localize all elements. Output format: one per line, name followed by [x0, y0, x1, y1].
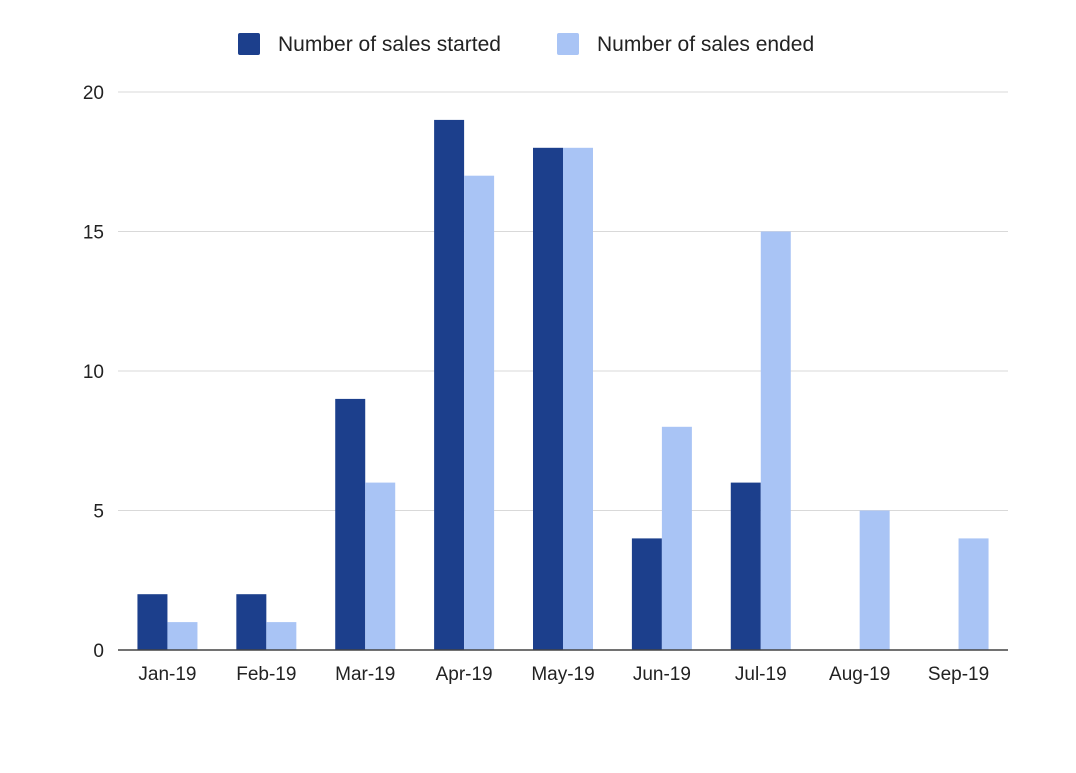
bar-started — [434, 119, 465, 650]
bar-ended — [859, 510, 890, 650]
x-tick-label: Jan-19 — [138, 664, 196, 685]
y-tick-label: 20 — [83, 83, 104, 104]
bar-ended — [266, 622, 297, 650]
bars — [137, 119, 989, 651]
bar-ended — [167, 622, 198, 650]
x-tick-label: May-19 — [531, 664, 594, 685]
x-tick-label: Mar-19 — [335, 664, 395, 685]
legend-swatch-ended — [557, 33, 579, 55]
x-tick-label: Jun-19 — [633, 664, 691, 685]
x-tick-label: Sep-19 — [928, 664, 989, 685]
y-tick-label: 15 — [83, 223, 104, 244]
x-tick-label: Aug-19 — [829, 664, 890, 685]
bar-started — [137, 594, 168, 650]
bar-started — [631, 538, 662, 650]
bar-ended — [760, 231, 791, 650]
x-tick-label: Feb-19 — [236, 664, 296, 685]
y-tick-label: 10 — [83, 362, 104, 383]
bar-ended — [464, 175, 495, 650]
bar-started — [730, 482, 761, 650]
bar-started — [533, 147, 563, 651]
bar-ended — [958, 538, 989, 650]
legend-label-started: Number of sales started — [278, 33, 501, 56]
y-axis-ticks: 0 5 10 15 20 — [83, 83, 104, 662]
bar-started — [335, 398, 366, 650]
legend-label-ended: Number of sales ended — [597, 33, 814, 56]
y-tick-label: 0 — [93, 641, 104, 662]
bar-ended — [365, 482, 396, 650]
x-tick-label: Apr-19 — [436, 664, 493, 685]
x-tick-label: Jul-19 — [735, 664, 787, 685]
y-tick-label: 5 — [93, 502, 104, 523]
bar-started — [236, 594, 267, 650]
legend-swatch-started — [238, 33, 260, 55]
bar-ended — [661, 426, 692, 650]
legend: Number of sales started Number of sales … — [238, 33, 814, 56]
bar-ended — [563, 147, 593, 651]
x-axis-ticks: Jan-19 Feb-19 Mar-19 Apr-19 May-19 Jun-19 Jul-… — [138, 664, 989, 685]
